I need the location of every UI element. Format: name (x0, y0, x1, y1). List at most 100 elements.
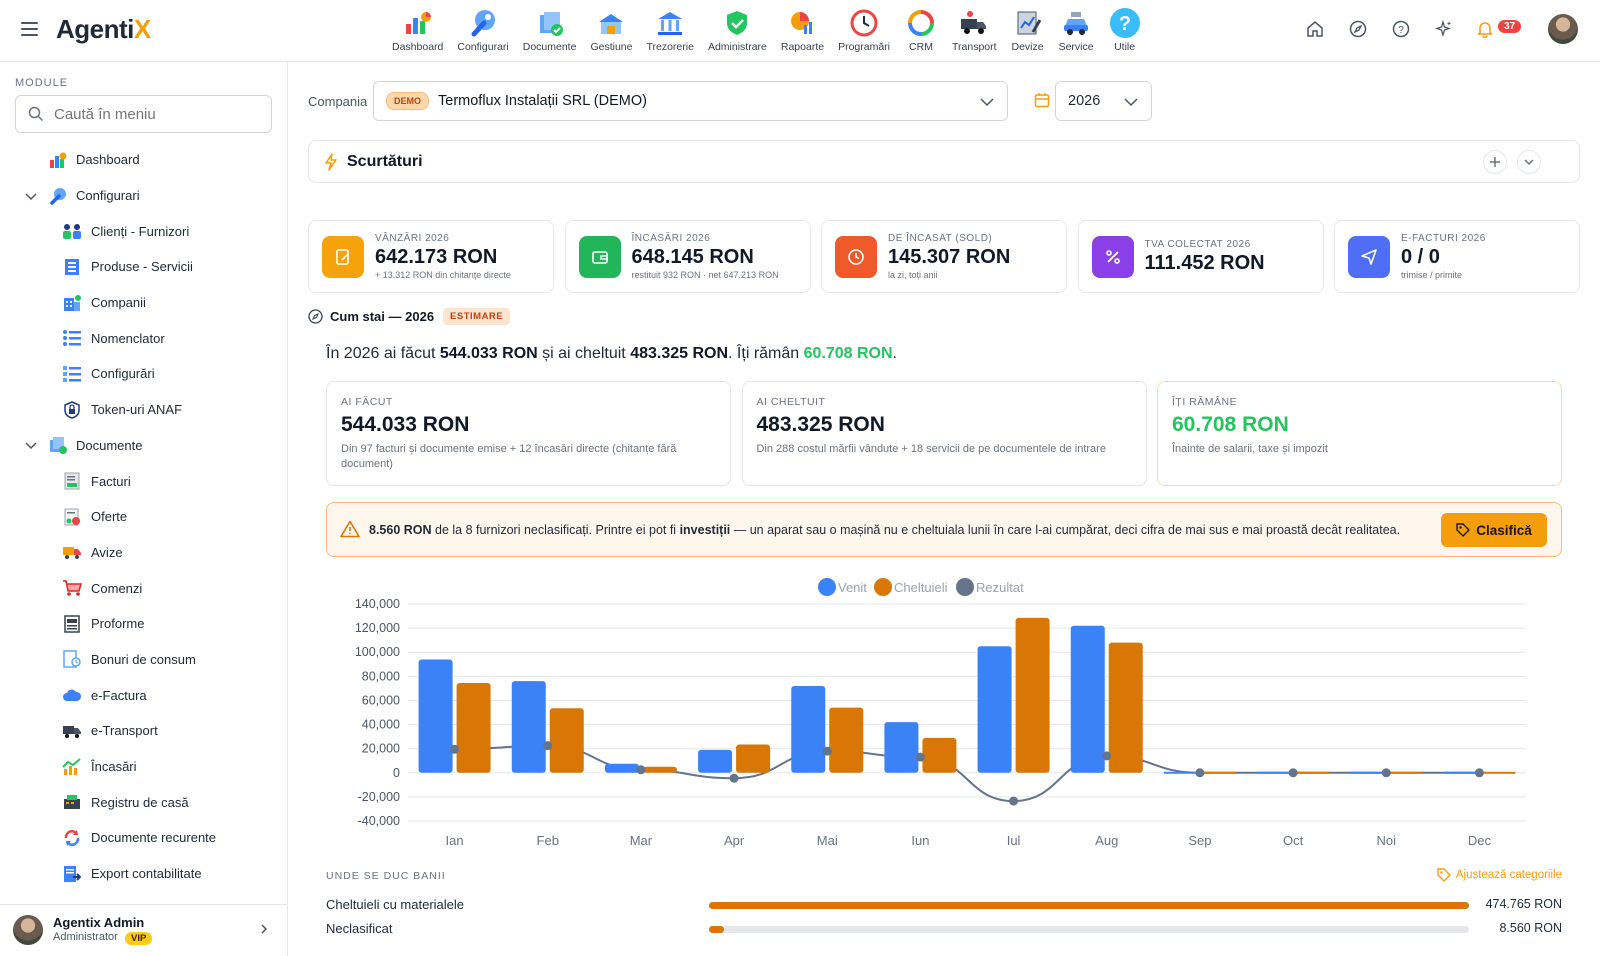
x-tick-label: Apr (724, 833, 745, 848)
compass-icon[interactable] (1347, 18, 1369, 40)
point-rezultat (915, 752, 925, 762)
help-icon: ? (1108, 6, 1142, 40)
proforma-icon (62, 614, 82, 634)
collapse-shortcuts-button[interactable] (1517, 150, 1541, 174)
svg-text:?: ? (1398, 25, 1404, 36)
bar-venit (884, 722, 919, 773)
dashboard-icon (401, 6, 435, 40)
sidebar-item-registru-casa[interactable]: Registru de casă (0, 784, 287, 820)
sidebar-item-incasari[interactable]: Încasări (0, 749, 287, 785)
bar-venit (698, 749, 733, 773)
spending-title: UNDE SE DUC BANII (326, 870, 446, 882)
kpi-efacturi[interactable]: E-FACTURI 2026 0 / 0 trimise / primite (1334, 220, 1580, 293)
x-tick-label: Dec (1468, 833, 1492, 848)
sidebar-item-documente[interactable]: Documente (0, 428, 287, 464)
sidebar-item-clienti-furnizori[interactable]: Clienți - Furnizori (0, 213, 287, 249)
module-documente[interactable]: Documente (523, 6, 576, 53)
chevron-right-icon (261, 924, 268, 934)
sidebar-item-token-anaf[interactable]: Token-uri ANAF (0, 392, 287, 428)
company-select[interactable]: DEMO Termoflux Instalații SRL (DEMO) (373, 81, 1008, 121)
module-label: Gestiune (590, 41, 633, 53)
user-profile[interactable]: Agentix Admin Administrator VIP (0, 904, 287, 956)
module-trezorerie[interactable]: Trezorerie (646, 6, 694, 53)
add-shortcut-button[interactable] (1483, 150, 1507, 174)
cloud-icon (62, 685, 82, 705)
bar-cheltuieli (1481, 771, 1516, 774)
company-value: Termoflux Instalații SRL (DEMO) (438, 93, 647, 109)
module-bar: Dashboard Configurari Documente Gestiune… (392, 6, 1156, 53)
y-tick-label: 20,000 (362, 742, 400, 756)
top-actions: ? 37 (1283, 14, 1578, 44)
module-utile[interactable]: ? Utile (1108, 6, 1142, 53)
sidebar-item-configurari-sub[interactable]: Configurări (0, 356, 287, 392)
sidebar-item-produse-servicii[interactable]: Produse - Servicii (0, 249, 287, 285)
module-configurari[interactable]: Configurari (457, 6, 509, 53)
module-label: Devize (1011, 41, 1044, 53)
percent-icon (1091, 236, 1134, 278)
home-icon[interactable] (1304, 18, 1326, 40)
module-transport[interactable]: Transport (952, 6, 997, 53)
kpi-vanzari[interactable]: VÂNZĂRI 2026 642.173 RON + 13.312 RON di… (308, 220, 554, 293)
module-crm[interactable]: CRM (904, 6, 938, 53)
sidebar-item-avize[interactable]: Avize (0, 535, 287, 571)
search-input[interactable] (54, 105, 254, 123)
avatar[interactable] (1548, 14, 1578, 44)
sidebar-item-companii[interactable]: Companii (0, 285, 287, 321)
sidebar-item-efactura[interactable]: e-Factura (0, 677, 287, 713)
app-logo[interactable]: AgentiX (56, 14, 151, 44)
tag-icon (1437, 868, 1451, 882)
menu-toggle-icon[interactable] (21, 22, 38, 36)
delivery-truck-icon (62, 542, 82, 562)
main-content: Compania DEMO Termoflux Instalații SRL (… (289, 62, 1600, 956)
sidebar-item-dashboard[interactable]: Dashboard (0, 142, 287, 178)
bell-icon (1477, 22, 1493, 38)
module-service[interactable]: Service (1059, 6, 1094, 53)
bar-venit (511, 681, 546, 773)
sidebar-item-export-contabilitate[interactable]: Export contabilitate (0, 856, 287, 892)
year-value: 2026 (1068, 93, 1101, 109)
chevron-down-icon[interactable] (24, 189, 38, 203)
x-tick-label: Mai (817, 833, 838, 848)
sidebar-item-comenzi[interactable]: Comenzi (0, 570, 287, 606)
sidebar-menu: Dashboard Configurari Clienți - Furnizor… (0, 142, 287, 891)
kpi-de-incasat[interactable]: DE ÎNCASAT (SOLD) 145.307 RON la zi, toț… (821, 220, 1067, 293)
point-rezultat (1474, 768, 1484, 778)
wrench-icon (48, 186, 68, 206)
bar-venit (977, 646, 1012, 773)
x-tick-label: Feb (537, 833, 559, 848)
help-circle-icon[interactable]: ? (1390, 18, 1412, 40)
adjust-categories-link[interactable]: Ajustează categoriile (1437, 868, 1562, 882)
module-label: Dashboard (392, 41, 444, 53)
notification-badge: 37 (1498, 20, 1522, 33)
sidebar-item-facturi[interactable]: Facturi (0, 463, 287, 499)
sidebar-item-configurari[interactable]: Configurari (0, 178, 287, 214)
kpi-tva[interactable]: TVA COLECTAT 2026 111.452 RON (1077, 220, 1324, 293)
module-label: Trezorerie (646, 41, 694, 53)
year-select[interactable]: 2026 (1055, 81, 1152, 121)
sidebar-item-etransport[interactable]: e-Transport (0, 713, 287, 749)
chevron-down-icon[interactable] (24, 438, 38, 452)
module-rapoarte[interactable]: Rapoarte (781, 6, 824, 53)
classify-button[interactable]: Clasifică (1441, 513, 1547, 547)
sidebar-item-documente-recurente[interactable]: Documente recurente (0, 820, 287, 856)
module-programari[interactable]: Programări (838, 6, 890, 53)
sidebar-search[interactable] (15, 95, 272, 133)
sidebar-item-proforme[interactable]: Proforme (0, 606, 287, 642)
module-devize[interactable]: Devize (1011, 6, 1045, 53)
module-administrare[interactable]: Administrare (708, 6, 767, 53)
sparkles-icon[interactable] (1433, 18, 1455, 40)
result-cards: AI FĂCUT 544.033 RON Din 97 facturi și d… (326, 381, 1562, 486)
people-icon (62, 221, 82, 241)
kpi-incasari[interactable]: ÎNCASĂRI 2026 648.145 RON restituit 932 … (564, 220, 811, 293)
sidebar-item-oferte[interactable]: Oferte (0, 499, 287, 535)
top-bar: AgentiX Dashboard Configurari Documente … (0, 0, 1600, 62)
sidebar-item-nomenclator[interactable]: Nomenclator (0, 320, 287, 356)
notifications[interactable]: 37 (1476, 18, 1526, 40)
sidebar-item-bonuri-consum[interactable]: Bonuri de consum (0, 642, 287, 678)
module-gestiune[interactable]: Gestiune (590, 6, 632, 53)
user-name: Agentix Admin (53, 915, 145, 930)
bar-cheltuieli (922, 737, 957, 773)
point-rezultat (543, 741, 553, 751)
module-dashboard[interactable]: Dashboard (392, 6, 443, 53)
point-rezultat (1009, 796, 1019, 806)
